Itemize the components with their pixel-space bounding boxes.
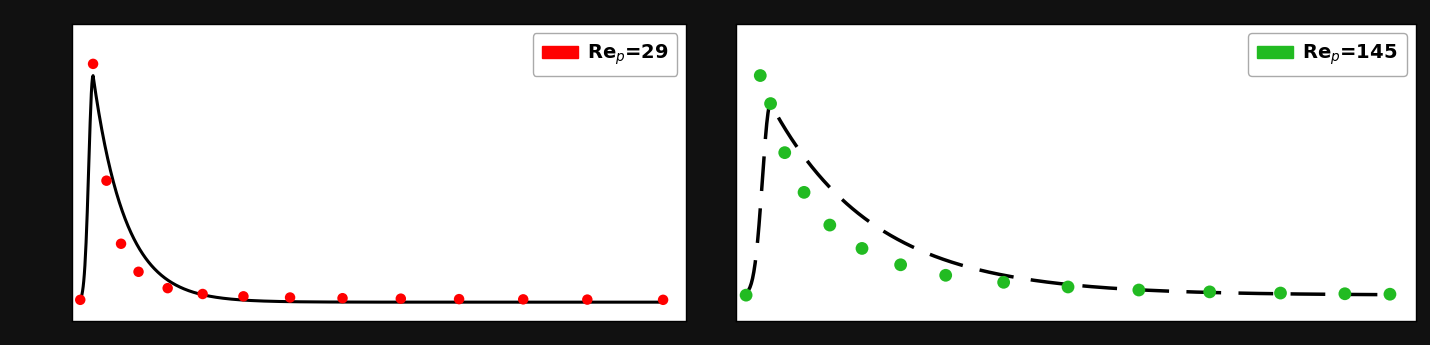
Point — [512, 297, 535, 302]
Point — [192, 291, 214, 297]
Point — [110, 241, 133, 247]
Point — [69, 297, 92, 303]
Point — [1379, 292, 1401, 297]
Point — [448, 296, 470, 302]
Point — [156, 285, 179, 291]
Point — [774, 150, 797, 155]
Point — [735, 293, 758, 298]
Point — [1198, 289, 1221, 295]
Point — [1127, 287, 1150, 293]
Point — [1333, 291, 1356, 296]
Point — [934, 273, 957, 278]
Point — [792, 190, 815, 195]
Point — [1268, 290, 1291, 296]
Point — [279, 295, 302, 300]
Point — [851, 246, 874, 251]
Point — [389, 296, 412, 302]
Point — [818, 222, 841, 228]
Point — [232, 294, 255, 299]
Point — [889, 262, 912, 267]
Point — [576, 297, 599, 302]
Point — [652, 297, 675, 303]
Point — [94, 178, 117, 184]
Point — [1057, 284, 1080, 290]
Legend: Re$_p$=145: Re$_p$=145 — [1248, 33, 1407, 76]
Point — [332, 295, 355, 301]
Point — [127, 269, 150, 275]
Point — [992, 279, 1015, 285]
Point — [759, 101, 782, 106]
Point — [82, 61, 104, 67]
Point — [749, 73, 772, 78]
Legend: Re$_p$=29: Re$_p$=29 — [533, 33, 678, 76]
